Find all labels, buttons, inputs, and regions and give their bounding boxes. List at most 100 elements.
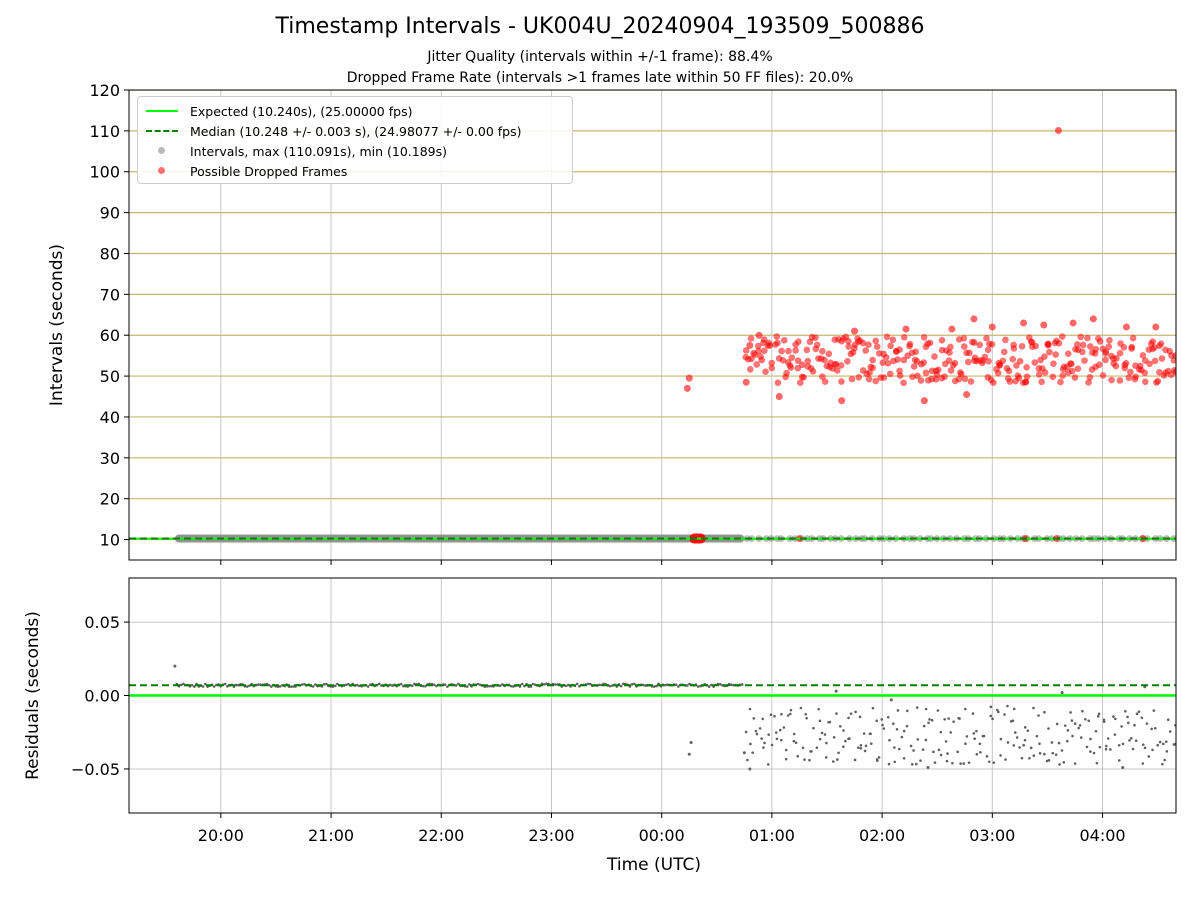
residual-point: [985, 755, 989, 758]
residual-point: [945, 759, 949, 763]
residual-point: [1161, 762, 1164, 766]
residual-point: [910, 763, 914, 766]
dropped-frame-point: [988, 341, 996, 348]
dropped-frame-point: [746, 341, 754, 349]
residual-point: [1063, 724, 1067, 727]
dropped-frame-point: [879, 359, 887, 366]
residual-point: [847, 716, 850, 720]
residual-point: [810, 750, 813, 753]
residual-point: [946, 752, 949, 755]
xtick-label-00:00: 00:00: [639, 826, 685, 845]
dropped-frame-point: [1089, 315, 1097, 323]
residual-point: [947, 717, 950, 720]
dropped-frame-point: [1009, 355, 1017, 363]
dropped-frame-point: [983, 334, 990, 342]
dropped-frame-point: [813, 341, 821, 349]
residual-point: [836, 758, 839, 761]
residual-point: [212, 685, 216, 688]
dropped-frame-point: [1125, 374, 1133, 381]
dropped-frame-point: [1057, 378, 1064, 386]
dropped-frame-point: [1087, 343, 1094, 350]
dropped-frame-point: [964, 358, 972, 366]
legend-median-label: Median (10.248 +/- 0.003 s), (24.98077 +…: [190, 123, 522, 139]
dropped-frame-point: [931, 353, 938, 360]
residual-point: [1165, 750, 1169, 753]
residual-point: [674, 683, 678, 687]
ytick-label-top-90: 90: [100, 204, 120, 223]
residual-point: [388, 683, 392, 687]
residual-point: [922, 724, 926, 728]
dropped-frame-point: [922, 369, 930, 377]
residual-point: [718, 682, 722, 686]
residual-point: [1066, 739, 1069, 743]
residual-point: [751, 751, 754, 754]
residual-point: [794, 741, 798, 744]
dropped-frame-point: [900, 334, 908, 341]
residual-point: [1055, 722, 1059, 726]
residual-point: [837, 751, 840, 755]
residual-point: [978, 742, 982, 746]
residual-point: [889, 698, 893, 702]
dropped-frame-point: [984, 346, 992, 354]
dropped-frame-point: [872, 377, 880, 385]
residual-point: [630, 683, 634, 686]
dropped-frame-point: [1054, 126, 1062, 134]
dropped-frame-point: [809, 368, 817, 375]
residual-point: [859, 743, 863, 747]
dropped-frame-point: [775, 393, 783, 401]
ytick-label-top-120: 120: [89, 81, 120, 100]
residual-point: [1012, 707, 1016, 711]
residual-point: [1094, 729, 1098, 733]
dropped-frame-point: [845, 343, 852, 350]
dropped-frame-point: [957, 369, 964, 376]
dropped-frame-point: [755, 347, 762, 355]
y-axis-label-residuals: Residuals (seconds): [23, 611, 43, 780]
residual-point: [848, 737, 851, 740]
residual-point: [924, 707, 928, 711]
residual-point: [926, 765, 930, 769]
dropped-frame-point: [1157, 340, 1165, 347]
residual-point: [989, 705, 993, 709]
dropped-frame-point: [747, 335, 755, 342]
residual-point: [487, 684, 491, 688]
dropped-frame-point: [1141, 369, 1149, 377]
residual-point: [803, 758, 806, 761]
residual-point: [300, 683, 304, 686]
residual-point: [746, 758, 749, 762]
residual-point: [773, 714, 776, 718]
residual-point: [1047, 759, 1051, 762]
residual-point: [805, 716, 808, 720]
dropped-frame-point: [1081, 357, 1088, 364]
residual-point: [201, 685, 205, 688]
residual-point: [1129, 736, 1133, 740]
dropped-frame-point: [1023, 373, 1031, 380]
residual-point: [924, 738, 928, 742]
residual-point: [952, 720, 955, 723]
residual-point: [1150, 727, 1153, 731]
dropped-frame-point: [882, 354, 890, 361]
residual-point: [919, 759, 922, 762]
dropped-frame-point: [1127, 368, 1134, 376]
residual-point: [1162, 742, 1165, 746]
legend-expected-line-icon: [144, 101, 180, 121]
residual-point: [854, 710, 857, 714]
residual-point: [859, 746, 863, 750]
residual-point: [792, 732, 796, 736]
chart-title: Timestamp Intervals - UK004U_20240904_19…: [275, 14, 925, 39]
dropped-frame-point: [970, 315, 978, 323]
dropped-frame-point: [1074, 341, 1081, 348]
residual-point: [1004, 758, 1007, 761]
residual-point: [322, 683, 326, 686]
residual-point: [608, 684, 612, 688]
dropped-frame-point: [865, 375, 873, 383]
dropped-frame-point: [851, 327, 859, 335]
residual-point: [1073, 762, 1077, 765]
dropped-frame-point: [761, 347, 768, 355]
residual-point: [729, 683, 733, 687]
residual-point: [964, 742, 967, 746]
dropped-frame-point: [900, 356, 908, 364]
residual-point: [707, 685, 711, 688]
residual-point: [1087, 719, 1091, 723]
residual-point: [915, 706, 919, 709]
